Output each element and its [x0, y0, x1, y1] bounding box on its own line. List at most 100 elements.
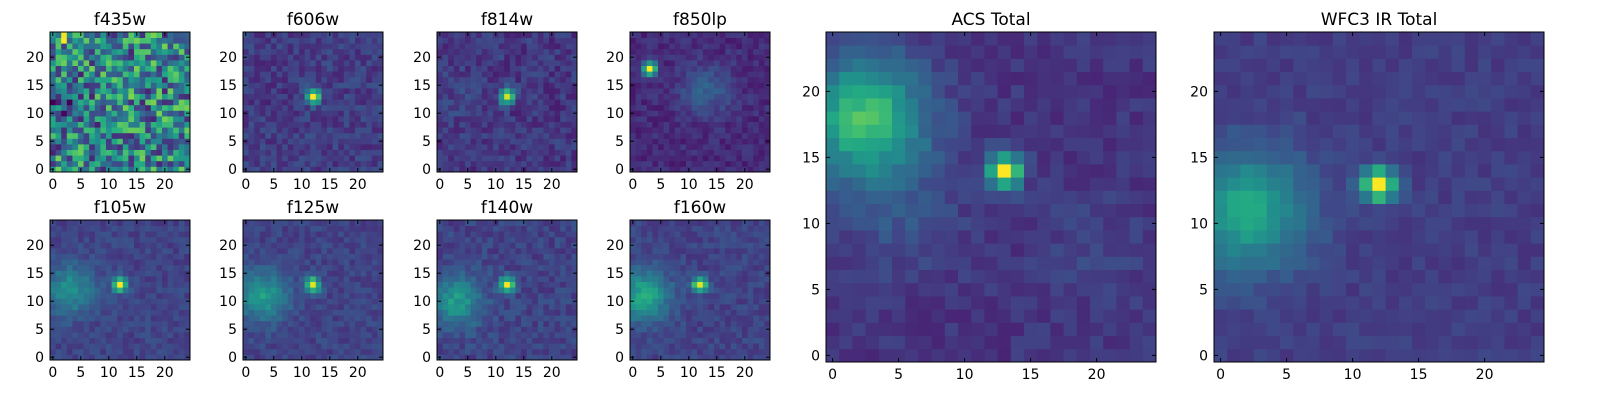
heatmap-cell: [117, 236, 124, 243]
heatmap-cell: [437, 304, 443, 310]
heatmap-cell: [122, 65, 129, 72]
heatmap-cell: [470, 127, 477, 134]
heatmap-cell: [526, 60, 533, 66]
heatmap-cell: [304, 236, 311, 243]
heatmap-cell: [122, 144, 129, 150]
heatmap-cell: [321, 149, 328, 156]
heatmap-cell: [839, 216, 853, 231]
heatmap-cell: [293, 155, 300, 162]
heatmap-cell: [554, 48, 561, 55]
heatmap-cell: [571, 88, 578, 94]
heatmap-cell: [139, 281, 146, 288]
heatmap-cell: [509, 276, 516, 282]
heatmap-cell: [905, 296, 919, 310]
heatmap-cell: [265, 43, 272, 50]
heatmap-cell: [61, 60, 68, 66]
heatmap-cell: [635, 160, 642, 167]
heatmap-cell: [100, 37, 107, 44]
heatmap-cell: [178, 292, 185, 299]
heatmap-cell: [641, 82, 648, 89]
heatmap-cell: [128, 144, 135, 150]
heatmap-cell: [641, 166, 648, 173]
heatmap-cell: [150, 155, 157, 162]
heatmap-cell: [892, 203, 906, 218]
heatmap-cell: [315, 354, 322, 361]
heatmap-cell: [321, 121, 328, 128]
heatmap-cell: [162, 337, 168, 344]
heatmap-cell: [184, 104, 191, 111]
heatmap-cell: [366, 225, 373, 232]
heatmap-cell: [442, 292, 449, 299]
heatmap-cell: [984, 124, 998, 138]
heatmap-cell: [150, 110, 157, 117]
heatmap-cell: [134, 343, 140, 350]
heatmap-cell: [554, 37, 561, 44]
heatmap-cell: [254, 132, 261, 139]
heatmap-cell: [117, 287, 124, 294]
heatmap-cell: [549, 292, 555, 299]
heatmap-cell: [72, 220, 79, 226]
heatmap-cell: [470, 93, 477, 100]
heatmap-cell: [971, 269, 985, 284]
heatmap-cell: [343, 32, 350, 38]
heatmap-cell: [150, 160, 157, 167]
heatmap-cell: [1142, 296, 1157, 310]
heatmap-cell: [1037, 335, 1051, 350]
y-tick-label: 15: [26, 78, 44, 94]
heatmap-cell: [984, 190, 998, 204]
heatmap-cell: [150, 104, 157, 111]
heatmap-cell: [145, 60, 152, 66]
heatmap-cell: [254, 48, 261, 55]
heatmap-cell: [184, 253, 191, 260]
heatmap-cell: [487, 121, 494, 128]
heatmap-cell: [50, 160, 56, 167]
heatmap-cell: [453, 309, 460, 316]
heatmap-cell: [1090, 322, 1104, 336]
heatmap-cell: [742, 43, 748, 50]
heatmap-cell: [66, 337, 73, 344]
heatmap-cell: [167, 104, 174, 111]
heatmap-cell: [117, 354, 124, 361]
heatmap-cell: [287, 60, 294, 66]
heatmap-cell: [1010, 45, 1025, 59]
heatmap-cell: [997, 150, 1012, 165]
heatmap-cell: [905, 98, 919, 112]
heatmap-cell: [905, 45, 919, 59]
heatmap-cell: [459, 54, 466, 61]
heatmap-cell: [89, 343, 96, 350]
heatmap-cell: [465, 292, 471, 299]
x-tick-label: 10: [293, 177, 311, 193]
heatmap-cell: [355, 127, 361, 134]
heatmap-cell: [663, 138, 670, 145]
heatmap-cell: [106, 264, 112, 271]
heatmap-cell: [178, 76, 185, 83]
heatmap-cell: [343, 99, 350, 106]
heatmap-cell: [167, 60, 174, 66]
heatmap-cell: [453, 99, 460, 106]
heatmap-cell: [178, 270, 185, 277]
heatmap-cell: [560, 144, 567, 150]
heatmap-cell: [1050, 137, 1064, 152]
heatmap-cell: [658, 144, 664, 150]
heatmap-cell: [173, 264, 180, 271]
heatmap-cell: [437, 132, 443, 139]
heatmap-cell: [680, 88, 687, 94]
heatmap-cell: [465, 93, 471, 100]
heatmap-cell: [287, 82, 294, 89]
heatmap-cell: [764, 121, 771, 128]
heatmap-cell: [50, 225, 56, 232]
heatmap-cell: [984, 32, 998, 46]
heatmap-cell: [509, 60, 516, 66]
heatmap-cell: [128, 48, 135, 55]
heatmap-cell: [50, 320, 56, 327]
heatmap-cell: [1142, 309, 1157, 323]
heatmap-cell: [459, 82, 466, 89]
heatmap-cell: [543, 343, 550, 350]
heatmap-cell: [134, 43, 140, 50]
heatmap-cell: [117, 220, 124, 226]
heatmap-cell: [366, 270, 373, 277]
heatmap-cell: [78, 54, 84, 61]
heatmap-cell: [498, 320, 505, 327]
heatmap-cell: [1037, 322, 1051, 336]
heatmap-cell: [327, 127, 333, 134]
